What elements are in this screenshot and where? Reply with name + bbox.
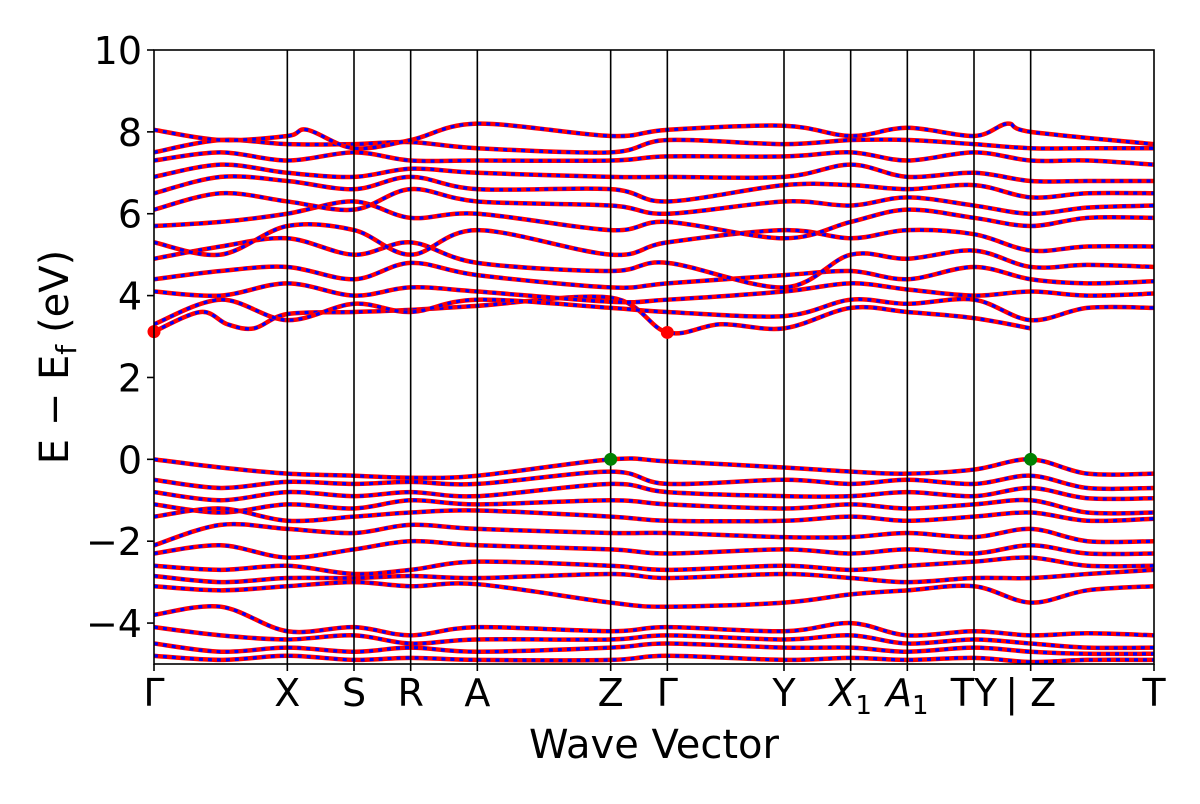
y-tick-label: 2 bbox=[118, 356, 142, 400]
y-tick-label: 4 bbox=[118, 275, 142, 319]
band-line-25 bbox=[154, 641, 1154, 657]
y-axis-label-main: E − E bbox=[32, 355, 78, 465]
band-line-26 bbox=[154, 653, 1154, 664]
band-line-16 bbox=[154, 497, 1154, 516]
band-overlay-26 bbox=[154, 654, 1154, 664]
band-overlay-21 bbox=[154, 568, 1154, 584]
x-tick-label-5: Z bbox=[598, 671, 624, 715]
x-tick-label-1: X bbox=[274, 671, 300, 715]
band-line-15 bbox=[154, 481, 1154, 503]
vbm-marker-1 bbox=[1024, 452, 1038, 466]
band-overlay-24 bbox=[154, 625, 1154, 650]
band-overlay-23 bbox=[154, 604, 1154, 638]
x-tick-label-3: R bbox=[397, 671, 423, 715]
band-line-20 bbox=[154, 555, 1154, 577]
y-axis-label: E − Ef (eV) bbox=[32, 250, 83, 465]
band-line-18 bbox=[154, 521, 1154, 548]
band-overlay-6 bbox=[154, 199, 1154, 240]
x-tick-label-2: S bbox=[342, 671, 366, 715]
band-overlay-19 bbox=[154, 539, 1154, 560]
band-line-10 bbox=[154, 150, 1154, 167]
band-overlay-3 bbox=[154, 261, 1154, 290]
band-line-13 bbox=[154, 456, 1154, 481]
band-overlay-16 bbox=[154, 498, 1154, 516]
band-line-11 bbox=[154, 137, 1154, 155]
band-line-8 bbox=[154, 174, 1154, 204]
x-tick-label-0: Γ bbox=[143, 671, 164, 715]
y-tick-label: 0 bbox=[118, 438, 142, 482]
x-tick-label-8: X1 bbox=[827, 671, 872, 721]
y-tick-label: 6 bbox=[118, 193, 142, 237]
band-overlay-1 bbox=[154, 297, 1154, 326]
band-overlay-11 bbox=[154, 137, 1154, 155]
x-tick-label-4: A bbox=[464, 671, 490, 715]
band-overlay-2 bbox=[154, 281, 1154, 304]
band-overlay-17 bbox=[154, 506, 1154, 523]
band-overlay-10 bbox=[154, 150, 1154, 167]
y-tick-label: 8 bbox=[118, 111, 142, 155]
x-tick-label-6: Γ bbox=[657, 671, 678, 715]
x-tick-label-12: T bbox=[1141, 671, 1166, 715]
band-line-22 bbox=[154, 579, 1154, 609]
band-line-6 bbox=[154, 199, 1154, 241]
extrema-markers-layer bbox=[147, 325, 1038, 466]
band-overlay-20 bbox=[154, 555, 1154, 576]
cbm-marker-1 bbox=[660, 325, 674, 339]
band-overlay-18 bbox=[154, 522, 1154, 547]
x-axis-label: Wave Vector bbox=[529, 722, 780, 768]
band-line-17 bbox=[154, 506, 1154, 524]
x-tick-label-7: Y bbox=[771, 671, 796, 715]
band-overlay-9 bbox=[154, 163, 1154, 184]
band-overlay-25 bbox=[154, 641, 1154, 656]
y-axis-ticks: −4 −2 0 2 4 6 8 10 bbox=[86, 29, 154, 646]
band-line-9 bbox=[154, 162, 1154, 184]
vbm-marker-0 bbox=[604, 452, 618, 466]
x-tick-label-10: TY bbox=[950, 671, 998, 715]
band-overlay-5 bbox=[154, 222, 1154, 257]
kpoint-lines-layer bbox=[286, 50, 1032, 664]
band-overlay-7 bbox=[154, 187, 1154, 216]
band-overlay-14 bbox=[154, 470, 1154, 491]
y-axis-label-unit: (eV) bbox=[32, 250, 78, 333]
band-overlay-22 bbox=[154, 580, 1154, 609]
band-overlay-13 bbox=[154, 456, 1154, 480]
y-axis-label-subscript: f bbox=[50, 344, 83, 355]
band-overlay-12 bbox=[154, 122, 1154, 151]
band-overlay-15 bbox=[154, 482, 1154, 502]
band-line-19 bbox=[154, 538, 1154, 560]
x-tick-label-11: | Z bbox=[1005, 671, 1056, 716]
x-tick-label-9: A1 bbox=[883, 671, 929, 721]
y-tick-label: −4 bbox=[86, 602, 142, 646]
band-overlay-8 bbox=[154, 174, 1154, 204]
y-tick-label: −2 bbox=[86, 520, 142, 564]
y-tick-label: 10 bbox=[94, 29, 142, 73]
plot-frame bbox=[153, 49, 1155, 665]
bands-layer bbox=[154, 121, 1154, 664]
